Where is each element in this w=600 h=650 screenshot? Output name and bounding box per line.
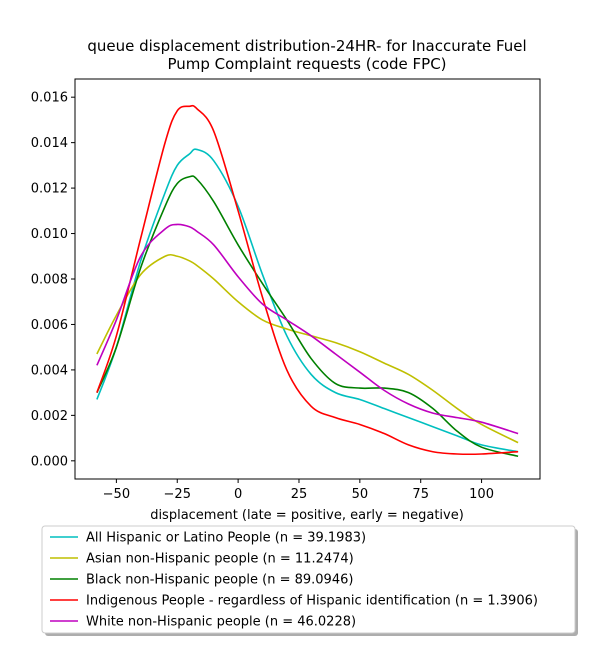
series-line-1 <box>96 253 519 444</box>
y-tick-label: 0.010 <box>31 227 68 242</box>
y-axis: 0.000 0.002 0.004 0.006 0.008 0.010 0.012 0.014… <box>31 91 75 469</box>
legend-label: All Hispanic or Latino People (n = 39.19… <box>86 531 366 546</box>
plot-area <box>74 78 541 480</box>
chart-title-line-2: Pump Complaint requests (code FPC) <box>167 55 446 73</box>
y-tick-label: 0.008 <box>31 273 68 288</box>
legend-label: White non-Hispanic people (n = 46.0228) <box>86 615 356 630</box>
y-tick-label: 0.002 <box>31 409 68 424</box>
y-tick-label: 0.014 <box>31 136 68 151</box>
legend-box <box>41 525 576 634</box>
series-line-2 <box>96 175 519 458</box>
series-layer <box>96 104 519 458</box>
legend-label: Asian non-Hispanic people (n = 11.2474) <box>86 552 354 567</box>
x-axis-label: displacement (late = positive, early = n… <box>150 508 464 523</box>
legend-label: Black non-Hispanic people (n = 89.0946) <box>86 573 353 588</box>
x-axis: −50 −25 0 25 50 75 100 <box>103 479 494 502</box>
x-tick-label: 0 <box>234 487 242 502</box>
series-line-3 <box>96 104 519 456</box>
x-tick-label: 100 <box>469 487 494 502</box>
series-line-4 <box>96 223 519 435</box>
y-tick-label: 0.016 <box>31 91 68 106</box>
chart-title: queue displacement distribution-24HR- fo… <box>87 37 526 73</box>
y-tick-label: 0.000 <box>31 454 68 469</box>
legend: All Hispanic or Latino People (n = 39.19… <box>41 525 578 636</box>
chart-title-line-1: queue displacement distribution-24HR- fo… <box>87 37 526 55</box>
y-tick-label: 0.006 <box>31 318 68 333</box>
legend-label: Indigenous People - regardless of Hispan… <box>86 594 538 609</box>
x-tick-label: 25 <box>291 487 308 502</box>
x-tick-label: −50 <box>103 487 130 502</box>
y-tick-label: 0.012 <box>31 182 68 197</box>
x-tick-label: 50 <box>352 487 369 502</box>
x-tick-label: 75 <box>412 487 429 502</box>
x-tick-label: −25 <box>164 487 191 502</box>
y-tick-label: 0.004 <box>31 363 68 378</box>
legend-items: All Hispanic or Latino People (n = 39.19… <box>50 531 538 630</box>
